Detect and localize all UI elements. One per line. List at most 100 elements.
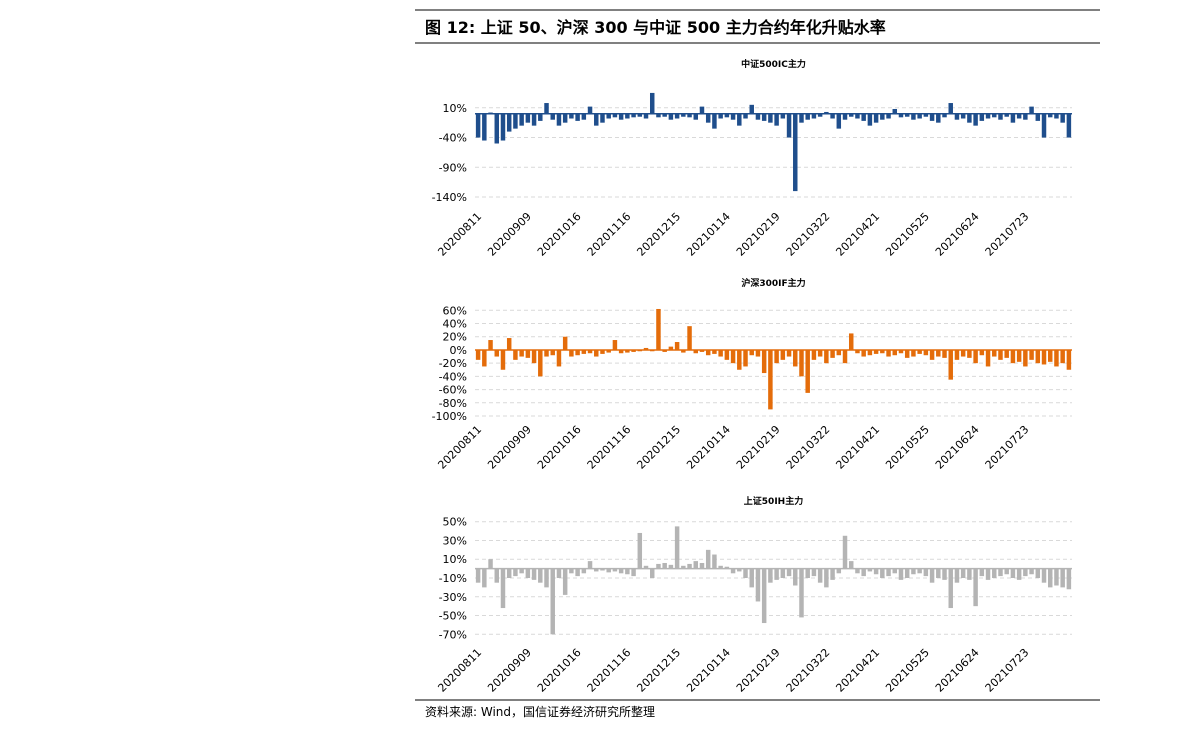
x-tick-label: 20200909 [485, 646, 534, 695]
x-tick-label: 20200909 [485, 210, 534, 259]
bar [786, 113, 792, 138]
bar [681, 113, 686, 117]
bar [500, 349, 506, 370]
bar [631, 113, 636, 118]
y-tick-label: -60% [439, 384, 467, 397]
bar [1041, 349, 1047, 365]
bar [550, 113, 555, 120]
bar [799, 568, 804, 618]
bar [656, 563, 661, 569]
y-tick-label: 10% [443, 102, 467, 115]
bar [612, 340, 618, 350]
bar [556, 113, 562, 126]
bar [967, 349, 972, 358]
bar [587, 106, 593, 114]
bar [954, 568, 960, 583]
bar [544, 568, 549, 588]
bar [743, 113, 748, 119]
bar [998, 568, 1003, 577]
bar [774, 113, 779, 126]
bar [842, 349, 848, 364]
bar [730, 568, 736, 574]
y-tick-label: -10% [439, 572, 467, 585]
bar [475, 568, 481, 583]
bar [687, 113, 692, 118]
bar [668, 346, 674, 350]
bar [1004, 568, 1009, 575]
bar [730, 349, 736, 364]
figure-title: 图 12: 上证 50、沪深 300 与中证 500 主力合约年化升贴水率 [425, 18, 886, 37]
x-tick-label: 20200811 [435, 646, 484, 695]
bar [612, 568, 618, 572]
bar [662, 562, 667, 569]
bar [786, 568, 792, 577]
bar [681, 349, 686, 353]
y-tick-label: -50% [439, 610, 467, 623]
bar [929, 568, 935, 583]
x-tick-label: 20210723 [983, 646, 1032, 695]
bar [1004, 113, 1009, 117]
bar [948, 349, 953, 380]
bar [482, 568, 487, 588]
bar [861, 568, 866, 577]
x-tick-label: 20201116 [585, 646, 634, 695]
bar [656, 308, 661, 350]
bar [774, 568, 779, 580]
bar [1047, 113, 1053, 118]
y-tick-label: 60% [443, 304, 467, 317]
bar [811, 349, 817, 360]
bar [892, 108, 898, 114]
bar [581, 568, 587, 574]
x-tick-label: 20210723 [983, 210, 1032, 259]
bar [836, 568, 842, 574]
bar [805, 349, 810, 393]
bar [649, 92, 655, 114]
bar [1035, 568, 1041, 578]
bar [500, 113, 506, 141]
bar [886, 113, 891, 119]
bar [513, 349, 518, 360]
y-tick-label: 10% [443, 553, 467, 566]
bar [898, 349, 904, 354]
bar [979, 568, 985, 577]
x-tick-label: 20201215 [634, 646, 683, 695]
bar [600, 349, 605, 354]
bar [805, 568, 810, 578]
bar [867, 568, 873, 572]
bar [817, 568, 823, 583]
bar [600, 568, 605, 571]
chart-title: 沪深300IF主力 [741, 277, 805, 289]
bar [587, 561, 593, 569]
bar [855, 113, 860, 119]
bar [730, 113, 736, 120]
bar [842, 113, 848, 120]
bar [848, 333, 854, 350]
bar [1054, 568, 1059, 586]
bar [1029, 106, 1034, 114]
bar [830, 568, 835, 580]
x-tick-label: 20210219 [734, 210, 783, 259]
bar [992, 349, 997, 357]
x-tick-label: 20201215 [634, 423, 683, 472]
x-tick-label: 20201215 [634, 210, 683, 259]
bar [880, 113, 885, 120]
bar [904, 349, 910, 358]
bar [992, 568, 997, 578]
bar [718, 565, 723, 569]
bar [1016, 568, 1022, 580]
bar [904, 568, 910, 578]
y-tick-label: 40% [443, 318, 467, 331]
bar [780, 113, 786, 119]
bar [873, 349, 879, 354]
bar [625, 349, 630, 353]
y-tick-label: -90% [439, 161, 467, 174]
chart-title: 上证50IH主力 [744, 495, 803, 507]
bar [867, 349, 873, 356]
x-tick-label: 20201016 [535, 423, 584, 472]
bar [1023, 113, 1028, 120]
bar [998, 349, 1003, 360]
bar [761, 349, 767, 374]
y-tick-label: 30% [443, 534, 467, 547]
bar [712, 113, 717, 129]
bar [662, 349, 667, 352]
